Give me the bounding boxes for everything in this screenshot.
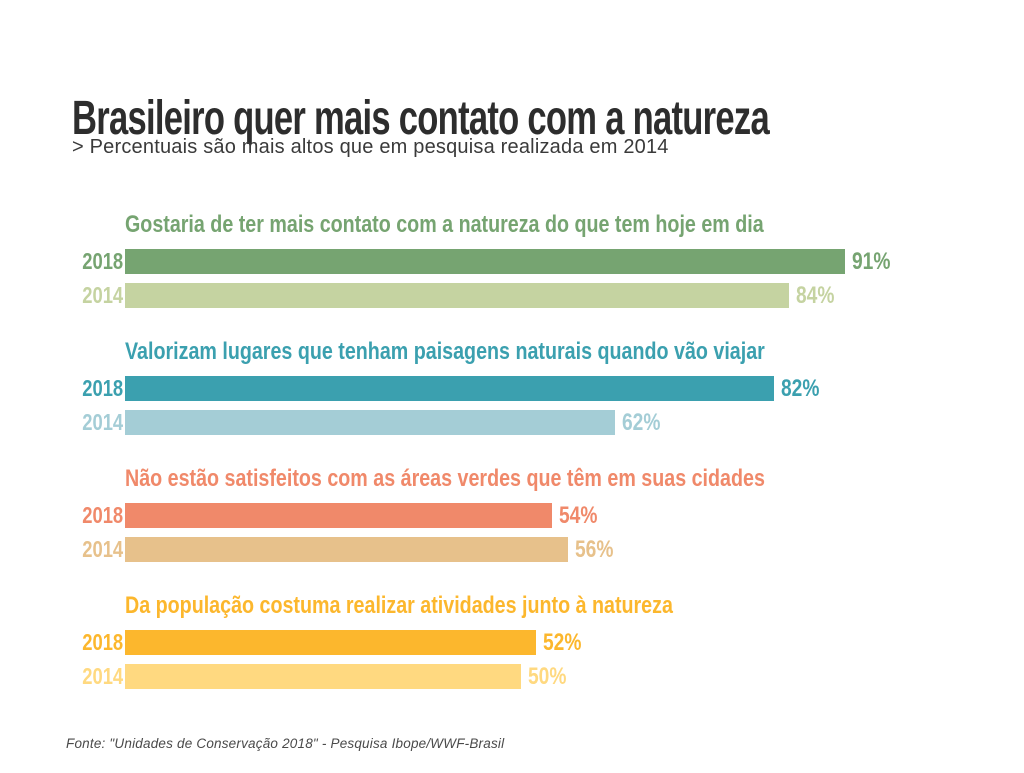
bar-row-2014: 2014 50% xyxy=(72,664,972,689)
group-heading-text: Da população costuma realizar atividades… xyxy=(125,592,673,619)
year-label-text: 2018 xyxy=(82,248,124,274)
bar xyxy=(125,537,568,562)
year-label-text: 2014 xyxy=(82,409,124,435)
group-heading-text: Valorizam lugares que tenham paisagens n… xyxy=(125,338,765,365)
bar xyxy=(125,410,616,435)
group-heading: Valorizam lugares que tenham paisagens n… xyxy=(125,337,972,366)
bar-track: 84% xyxy=(125,283,916,308)
value-label: 62% xyxy=(622,410,670,435)
year-label: 2018 xyxy=(72,249,123,274)
value-label-text: 54% xyxy=(559,502,598,529)
bar-track: 50% xyxy=(125,664,916,689)
year-label: 2018 xyxy=(72,503,123,528)
bar xyxy=(125,503,553,528)
year-label-text: 2018 xyxy=(82,502,124,528)
value-label: 50% xyxy=(528,664,576,689)
value-label: 82% xyxy=(781,376,829,401)
group-heading-text: Gostaria de ter mais contato com a natur… xyxy=(125,211,764,238)
bar-track: 56% xyxy=(125,537,916,562)
group-heading: Não estão satisfeitos com as áreas verde… xyxy=(125,464,972,493)
bar xyxy=(125,376,774,401)
group-heading: Da população costuma realizar atividades… xyxy=(125,591,972,620)
chart-group-atividades: Da população costuma realizar atividades… xyxy=(72,591,972,689)
bar xyxy=(125,630,537,655)
bar-row-2018: 2018 91% xyxy=(72,249,972,274)
value-label-text: 52% xyxy=(543,629,582,656)
year-label-text: 2018 xyxy=(82,375,124,401)
year-label-text: 2014 xyxy=(82,663,124,689)
value-label: 91% xyxy=(852,249,900,274)
page-subtitle: > Percentuais são mais altos que em pesq… xyxy=(72,136,669,158)
year-label-text: 2018 xyxy=(82,629,124,655)
year-label-text: 2014 xyxy=(82,282,124,308)
value-label-text: 82% xyxy=(780,375,820,402)
bar-row-2014: 2014 56% xyxy=(72,537,972,562)
group-heading-text: Não estão satisfeitos com as áreas verde… xyxy=(125,465,765,492)
value-label: 84% xyxy=(796,283,844,308)
chart-group-paisagens: Valorizam lugares que tenham paisagens n… xyxy=(72,337,972,435)
value-label-text: 84% xyxy=(796,282,835,309)
page-title: Brasileiro quer mais contato com a natur… xyxy=(72,92,1024,146)
bar xyxy=(125,664,521,689)
value-label-text: 62% xyxy=(622,409,661,436)
year-label-text: 2014 xyxy=(82,536,124,562)
value-label: 52% xyxy=(543,630,591,655)
bar-row-2014: 2014 84% xyxy=(72,283,972,308)
year-label: 2014 xyxy=(72,410,123,435)
year-label: 2018 xyxy=(72,630,123,655)
year-label: 2014 xyxy=(72,664,123,689)
value-label: 56% xyxy=(575,537,623,562)
source-note: Fonte: "Unidades de Conservação 2018" - … xyxy=(66,736,505,751)
page-title-text: Brasileiro quer mais contato com a natur… xyxy=(72,92,770,146)
value-label: 54% xyxy=(559,503,607,528)
bar xyxy=(125,249,845,274)
chart-group-contato: Gostaria de ter mais contato com a natur… xyxy=(72,210,972,308)
bar-row-2018: 2018 54% xyxy=(72,503,972,528)
bar-track: 52% xyxy=(125,630,916,655)
bar-track: 91% xyxy=(125,249,916,274)
bar-row-2014: 2014 62% xyxy=(72,410,972,435)
bar-track: 54% xyxy=(125,503,916,528)
bar-track: 82% xyxy=(125,376,916,401)
bar-row-2018: 2018 52% xyxy=(72,630,972,655)
chart-group-areas-verdes: Não estão satisfeitos com as áreas verde… xyxy=(72,464,972,562)
value-label-text: 56% xyxy=(574,536,614,563)
value-label-text: 50% xyxy=(527,663,566,690)
group-heading: Gostaria de ter mais contato com a natur… xyxy=(125,210,972,239)
year-label: 2018 xyxy=(72,376,123,401)
value-label-text: 91% xyxy=(851,248,891,275)
year-label: 2014 xyxy=(72,537,123,562)
year-label: 2014 xyxy=(72,283,123,308)
bar-chart: Gostaria de ter mais contato com a natur… xyxy=(72,210,972,718)
bar-track: 62% xyxy=(125,410,916,435)
bar-row-2018: 2018 82% xyxy=(72,376,972,401)
bar xyxy=(125,283,790,308)
